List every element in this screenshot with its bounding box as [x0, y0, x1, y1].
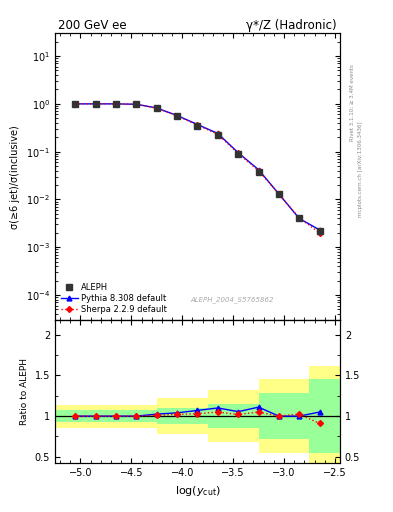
Pythia 8.308 default [114, 101, 118, 107]
Pythia 8.308 default [94, 101, 98, 107]
Pythia 8.308 default [236, 150, 241, 156]
ALEPH [215, 132, 220, 138]
Sherpa 2.2.9 default [256, 167, 261, 174]
Y-axis label: Ratio to ALEPH: Ratio to ALEPH [20, 358, 29, 425]
Text: Rivet 3.1.10; ≥ 3.4M events: Rivet 3.1.10; ≥ 3.4M events [350, 64, 355, 141]
Sherpa 2.2.9 default [134, 101, 139, 108]
Sherpa 2.2.9 default [94, 101, 98, 107]
Line: Pythia 8.308 default: Pythia 8.308 default [73, 101, 322, 232]
Pythia 8.308 default [297, 216, 301, 222]
Sherpa 2.2.9 default [195, 122, 200, 128]
Pythia 8.308 default [154, 105, 159, 111]
Sherpa 2.2.9 default [73, 101, 78, 107]
Pythia 8.308 default [195, 121, 200, 127]
ALEPH [256, 168, 261, 175]
Sherpa 2.2.9 default [236, 151, 241, 157]
ALEPH [175, 113, 180, 119]
ALEPH [114, 101, 118, 107]
ALEPH [73, 101, 78, 107]
ALEPH [94, 101, 98, 107]
Sherpa 2.2.9 default [317, 230, 322, 236]
Text: mcplots.cern.ch [arXiv:1306.3436]: mcplots.cern.ch [arXiv:1306.3436] [358, 121, 363, 217]
Sherpa 2.2.9 default [175, 113, 180, 119]
Line: Sherpa 2.2.9 default: Sherpa 2.2.9 default [73, 102, 322, 235]
ALEPH [195, 122, 200, 129]
ALEPH [317, 228, 322, 234]
X-axis label: $\log(y_{\rm cut})$: $\log(y_{\rm cut})$ [174, 484, 220, 498]
Pythia 8.308 default [134, 101, 139, 108]
Sherpa 2.2.9 default [154, 105, 159, 111]
ALEPH [297, 216, 301, 222]
Legend: ALEPH, Pythia 8.308 default, Sherpa 2.2.9 default: ALEPH, Pythia 8.308 default, Sherpa 2.2.… [59, 281, 168, 316]
Pythia 8.308 default [317, 227, 322, 233]
Pythia 8.308 default [256, 166, 261, 173]
Text: γ*/Z (Hadronic): γ*/Z (Hadronic) [246, 19, 337, 32]
Sherpa 2.2.9 default [297, 215, 301, 221]
ALEPH [236, 151, 241, 157]
Pythia 8.308 default [73, 101, 78, 107]
Sherpa 2.2.9 default [114, 101, 118, 107]
Pythia 8.308 default [277, 191, 281, 197]
ALEPH [277, 191, 281, 197]
Text: ALEPH_2004_S5765862: ALEPH_2004_S5765862 [190, 296, 274, 303]
ALEPH [134, 101, 139, 108]
Line: ALEPH: ALEPH [72, 101, 323, 234]
Sherpa 2.2.9 default [215, 131, 220, 137]
Sherpa 2.2.9 default [277, 191, 281, 197]
Y-axis label: σ(≥6 jet)/σ(inclusive): σ(≥6 jet)/σ(inclusive) [10, 125, 20, 228]
Text: 200 GeV ee: 200 GeV ee [58, 19, 127, 32]
Pythia 8.308 default [215, 131, 220, 137]
Pythia 8.308 default [175, 113, 180, 119]
ALEPH [154, 105, 159, 112]
